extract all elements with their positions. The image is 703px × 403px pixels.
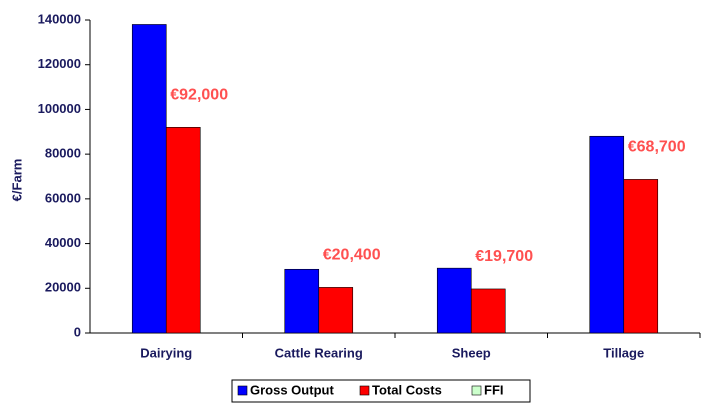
y-tick-label: 40000 [45,235,81,250]
bar [318,287,354,334]
x-tick-label: Tillage [603,345,644,360]
legend-label: FFI [484,382,504,397]
data-label: €19,700 [475,248,533,265]
legend-box [231,379,531,403]
x-tick-label: Dairying [140,345,192,360]
y-tick-label: 100000 [38,101,81,116]
legend-label: Total Costs [372,382,442,397]
legend-swatch [359,385,370,396]
bar [284,268,320,334]
data-label: €68,700 [628,139,686,156]
y-tick-label: 60000 [45,190,81,205]
legend-swatch [237,385,248,396]
legend-swatch [471,385,482,396]
y-tick-label: 0 [74,324,81,339]
y-tick-label: 140000 [38,11,81,26]
bar [470,288,506,334]
y-tick-label: 120000 [38,56,81,71]
y-axis-label: €/Farm [9,159,24,202]
x-tick-label: Cattle Rearing [275,345,363,360]
bar [589,135,625,334]
bar [131,24,167,334]
x-tick-label: Sheep [452,345,491,360]
bar [623,179,659,334]
y-tick-label: 80000 [45,146,81,161]
y-tick-label: 20000 [45,280,81,295]
data-label: €20,400 [323,247,381,264]
legend-label: Gross Output [250,382,334,397]
bar [436,267,472,334]
data-label: €92,000 [170,87,228,104]
bar [165,127,201,334]
